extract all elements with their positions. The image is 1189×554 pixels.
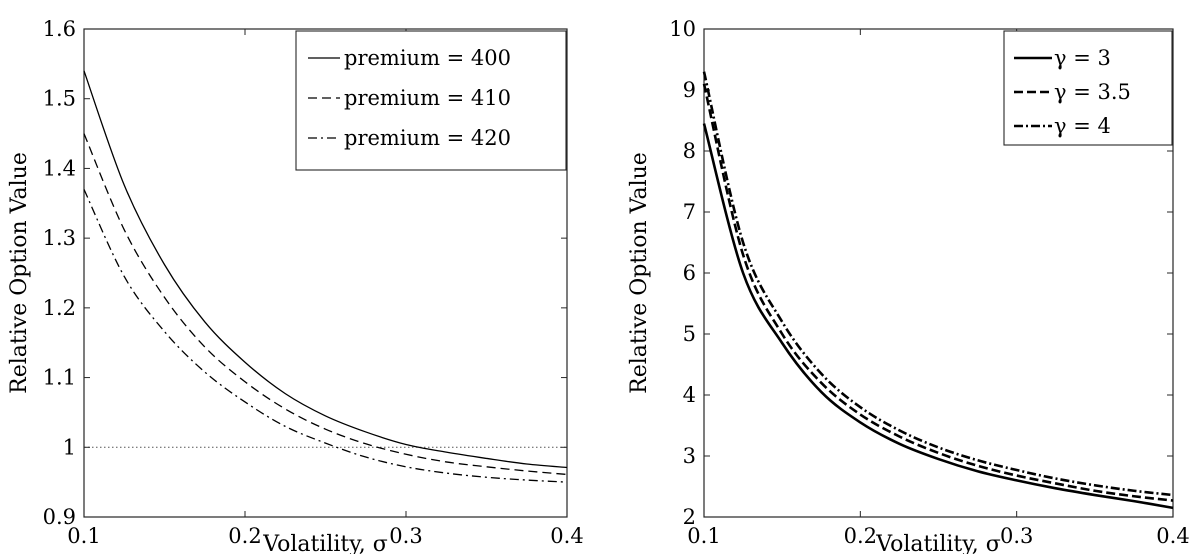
y-tick-label: 1.6 — [43, 17, 76, 41]
x-tick-label: 0.3 — [1000, 524, 1033, 548]
y-tick-label: 8 — [683, 139, 696, 163]
legend-label-1: premium = 400 — [344, 46, 511, 70]
y-tick-label: 2 — [683, 505, 696, 529]
series-line-1 — [702, 123, 1174, 510]
legend: premium = 400 premium = 410 premium = 420 — [295, 30, 567, 171]
legend-label-3: premium = 420 — [344, 126, 511, 150]
legend-label-3: γ = 4 — [1054, 114, 1111, 138]
series-line-3 — [702, 71, 1174, 497]
legend-label-2: premium = 410 — [344, 86, 511, 110]
y-tick-label: 1.5 — [43, 87, 76, 111]
y-tick-label: 9 — [683, 78, 696, 102]
y-axis-label: Relative Option Value — [627, 152, 652, 394]
x-tick-label: 0.2 — [228, 524, 261, 548]
x-tick-label: 0.2 — [844, 524, 877, 548]
x-tick-label: 0.1 — [687, 524, 720, 548]
series-line-2 — [702, 83, 1174, 502]
x-tick-label: 0.3 — [389, 524, 422, 548]
y-axis-label: Relative Option Value — [7, 152, 32, 394]
chart-2: 0.1 0.2 0.3 0.4 2 3 4 5 6 7 8 9 10 Volatility, σ Relat… — [627, 17, 1189, 554]
y-tick-label: 1.4 — [43, 156, 76, 180]
y-tick-label: 1.3 — [43, 226, 76, 250]
y-tick-label: 10 — [669, 17, 696, 41]
legend: γ = 3 γ = 3.5 γ = 4 — [1003, 30, 1173, 146]
x-axis-label: Volatility, σ — [262, 532, 388, 554]
series-line-1 — [83, 70, 568, 469]
chart-1: 0.1 0.2 0.3 0.4 0.9 1 1.1 1.2 1.3 1.4 1.5 1.6 Volati… — [7, 17, 584, 554]
series-line-2 — [83, 133, 568, 476]
y-tick-label: 5 — [683, 322, 696, 346]
x-tick-label: 0.1 — [67, 524, 100, 548]
y-tick-label: 4 — [683, 383, 696, 407]
y-tick-label: 1 — [63, 435, 76, 459]
y-tick-label: 0.9 — [43, 505, 76, 529]
series-line-3 — [83, 189, 568, 483]
legend-label-1: γ = 3 — [1054, 46, 1111, 70]
x-tick-label: 0.4 — [550, 524, 583, 548]
x-axis-label: Volatility, σ — [875, 532, 1001, 554]
legend-box — [295, 30, 567, 171]
plot-area-frame — [83, 28, 568, 518]
y-tick-label: 1.2 — [43, 296, 76, 320]
x-tick-label: 0.4 — [1156, 524, 1189, 548]
y-tick-label: 1.1 — [43, 366, 76, 390]
y-tick-label: 7 — [683, 200, 696, 224]
y-tick-label: 3 — [683, 444, 696, 468]
y-tick-label: 6 — [683, 261, 696, 285]
legend-label-2: γ = 3.5 — [1054, 80, 1131, 104]
